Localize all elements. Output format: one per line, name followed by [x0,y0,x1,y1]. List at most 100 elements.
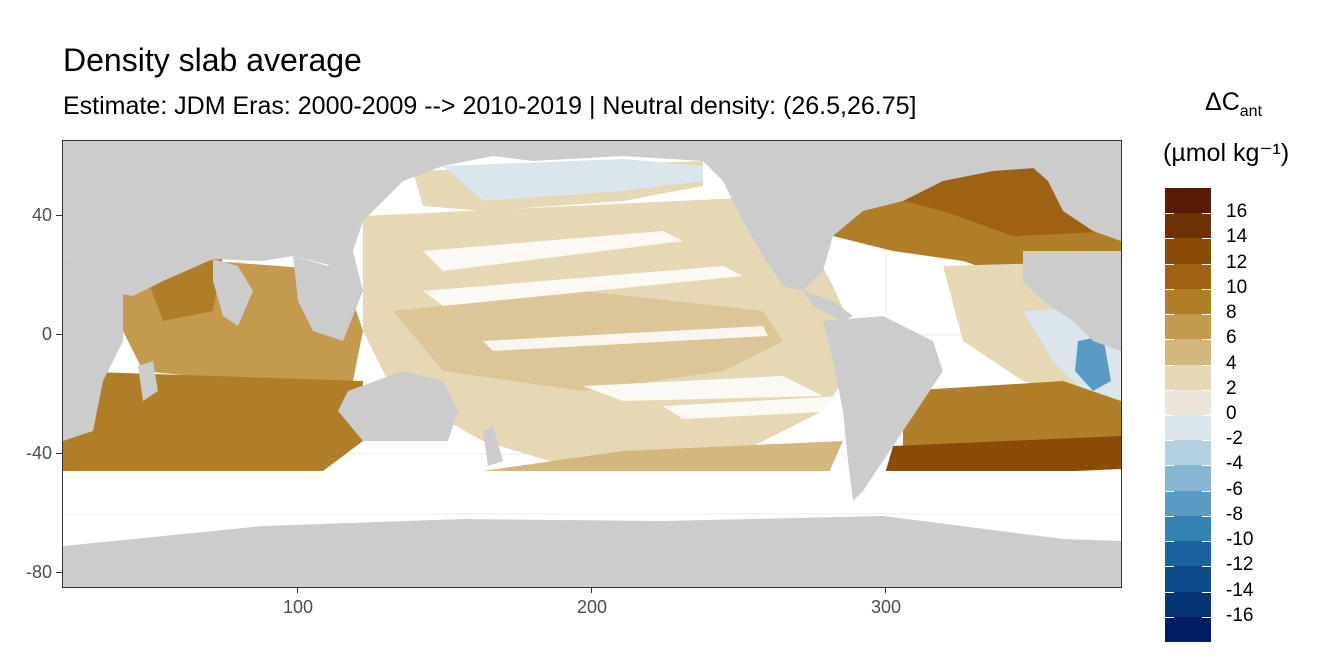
colorbar-label: 6 [1226,327,1237,349]
colorbar-tick [1165,541,1174,543]
colorbar-tick [1165,415,1174,416]
colorbar-label: -12 [1226,554,1254,576]
colorbar-tick [1202,465,1211,467]
land-se-asia [293,251,363,341]
x-tick-100: 100 [282,597,314,617]
colorbar-tick [1202,515,1211,517]
x-tick-mark-100 [297,587,298,593]
colorbar-label: -16 [1226,604,1254,626]
x-tick-mark-200 [591,587,592,593]
colorbar-tick [1165,364,1174,366]
colorbar-label: 10 [1226,276,1248,298]
colorbar-label: 16 [1226,201,1248,223]
chart-title: Density slab average [63,42,362,78]
colorbar-segment [1165,288,1211,315]
colorbar-tick [1165,515,1174,517]
colorbar-label: -4 [1226,453,1243,475]
colorbar-tick [1202,591,1211,593]
colorbar-tick [1165,465,1174,467]
colorbar-segment [1165,414,1211,441]
land-india [213,259,253,326]
colorbar-tick [1165,616,1174,618]
colorbar-segment [1165,465,1211,491]
y-tick-mark-minus40 [56,453,62,454]
colorbar-label: 4 [1226,352,1237,374]
colorbar-tick [1165,440,1174,442]
colorbar-tick [1202,288,1211,290]
colorbar-segment [1165,213,1211,239]
x-tick-mark-300 [885,587,886,593]
colorbar-segment [1165,314,1211,340]
colorbar-tick [1165,591,1174,593]
colorbar-segment [1165,339,1211,365]
colorbar-tick [1165,213,1174,215]
colorbar-segment [1165,490,1211,516]
colorbar-tick [1202,389,1211,391]
colorbar-tick [1165,490,1174,492]
colorbar-label: -8 [1226,503,1243,525]
y-tick-mark-40 [56,215,62,216]
colorbar-segment [1165,566,1211,592]
data-gap-streaks [423,231,843,419]
y-tick-mark-minus80 [56,572,62,573]
map-plot [63,141,1121,587]
legend-title-units: (µmol kg⁻¹) [1163,139,1290,167]
colorbar-tick [1202,440,1211,442]
arabian-sea [148,256,223,321]
colorbar-tick [1202,616,1211,618]
colorbar-tick [1165,314,1174,316]
colorbar-label: -6 [1226,478,1243,500]
colorbar-tick [1202,238,1211,240]
colorbar-label: 14 [1226,226,1248,248]
land-antarctica [63,516,1121,587]
land-madagascar [138,361,158,401]
colorbar-tick [1202,364,1211,366]
colorbar-segment [1165,389,1211,415]
land-central-america [803,291,853,321]
land-europe [1003,141,1121,241]
indian-southern-band [63,371,363,471]
colorbar-tick [1202,213,1211,215]
colorbar-tick [1165,238,1174,240]
colorbar-segment [1165,263,1211,289]
colorbar-label: 12 [1226,251,1248,273]
land-north-america [703,161,943,291]
colorbar-label: 2 [1226,377,1237,399]
colorbar-tick [1165,288,1174,290]
land-new-zealand [483,426,503,466]
colorbar-label: -10 [1226,529,1254,551]
colorbar-segment [1165,188,1211,214]
colorbar-segment [1165,238,1211,264]
colorbar-label: 8 [1226,302,1237,324]
y-tick-0: 0 [41,324,52,344]
colorbar-tick [1165,566,1174,568]
colorbar-segment [1165,440,1211,466]
colorbar-tick [1202,541,1211,543]
land-africa-east [63,256,123,441]
map-panel [62,140,1122,588]
y-tick-minus40: -40 [25,443,52,463]
colorbar-tick [1165,339,1174,341]
land-australia [338,371,458,441]
colorbar-tick [1202,415,1211,416]
north-pacific-blue [443,159,703,201]
colorbar-segment [1165,541,1211,567]
y-tick-40: 40 [31,205,52,225]
land-west-africa [1023,251,1121,351]
colorbar-segment [1165,364,1211,390]
colorbar-tick [1202,566,1211,568]
south-atlantic-dark [883,436,1121,481]
colorbar-segment [1165,515,1211,542]
colorbar [1165,188,1211,642]
y-tick-mark-0 [56,334,62,335]
colorbar-label: -14 [1226,579,1254,601]
colorbar-label: 0 [1226,403,1237,424]
chart-subtitle: Estimate: JDM Eras: 2000-2009 --> 2010-2… [63,92,917,120]
colorbar-label: -2 [1226,428,1243,450]
x-tick-300: 300 [870,597,902,617]
land-south-america [823,316,943,501]
colorbar-tick [1202,339,1211,341]
x-tick-200: 200 [576,597,608,617]
colorbar-tick [1165,389,1174,391]
colorbar-tick [1202,314,1211,316]
